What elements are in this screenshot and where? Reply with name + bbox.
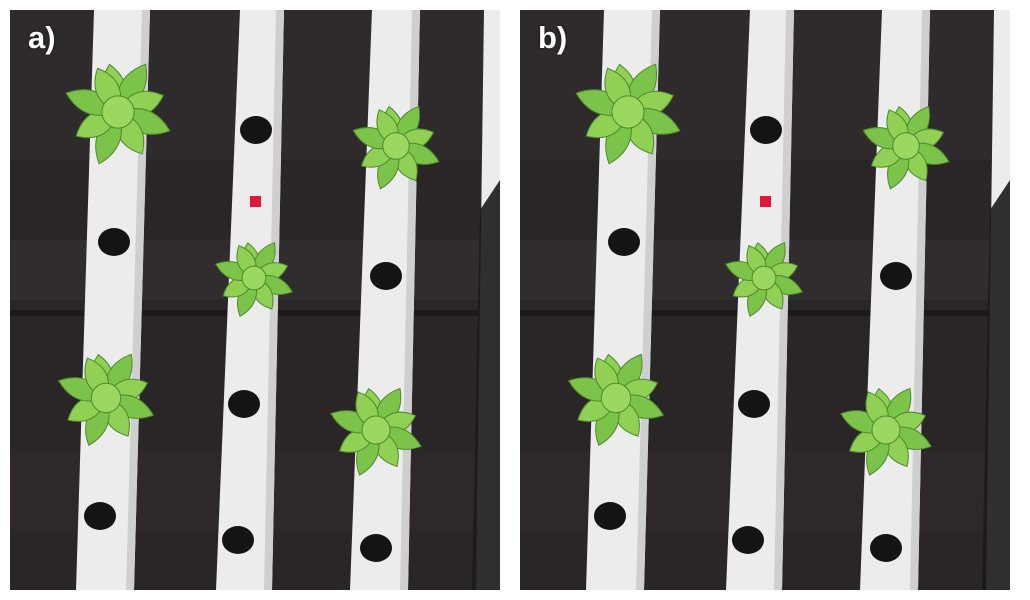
- lettuce-plant: [352, 105, 440, 190]
- planting-hole: [228, 390, 260, 418]
- planting-hole: [370, 262, 402, 290]
- lettuce-plant: [330, 387, 422, 476]
- lettuce-plant: [214, 241, 294, 318]
- planting-hole: [222, 526, 254, 554]
- lettuce-heart: [101, 95, 135, 129]
- lettuce-heart: [892, 132, 920, 160]
- planting-hole: [84, 502, 116, 530]
- lettuce-plant: [567, 353, 665, 447]
- planting-hole: [608, 228, 640, 256]
- panel-label-b: b): [538, 20, 568, 55]
- lettuce-heart: [751, 265, 777, 291]
- lettuce-heart: [600, 382, 632, 414]
- planting-hole: [732, 526, 764, 554]
- planting-hole: [738, 390, 770, 418]
- lettuce-plant: [65, 63, 171, 165]
- lettuce-heart: [611, 95, 645, 129]
- lettuce-heart: [382, 132, 410, 160]
- planting-hole: [880, 262, 912, 290]
- lettuce-heart: [361, 415, 391, 445]
- photo-b: [520, 10, 1010, 590]
- lettuce-plant: [724, 241, 804, 318]
- planting-hole: [594, 502, 626, 530]
- pvc-pipe-shade: [126, 10, 150, 590]
- pvc-pipe-shade: [774, 10, 794, 590]
- planting-hole: [240, 116, 272, 144]
- lettuce-plant: [840, 387, 932, 476]
- planting-hole: [360, 534, 392, 562]
- red-marker: [760, 196, 771, 207]
- pvc-pipe-shade: [636, 10, 660, 590]
- planting-hole: [870, 534, 902, 562]
- planting-hole: [98, 228, 130, 256]
- photo-panel-b: b): [520, 10, 1010, 590]
- edge-plastic: [472, 180, 500, 590]
- lettuce-plant: [575, 63, 681, 165]
- pvc-pipe-shade: [264, 10, 284, 590]
- lettuce-heart: [241, 265, 267, 291]
- photo-panel-a: a): [10, 10, 500, 590]
- red-marker: [250, 196, 261, 207]
- edge-plastic: [982, 180, 1010, 590]
- panel-label-a: a): [28, 20, 56, 55]
- lettuce-plant: [862, 105, 950, 190]
- lettuce-plant: [57, 353, 155, 447]
- lettuce-heart: [871, 415, 901, 445]
- lettuce-heart: [90, 382, 122, 414]
- planting-hole: [750, 116, 782, 144]
- photo-a: [10, 10, 500, 590]
